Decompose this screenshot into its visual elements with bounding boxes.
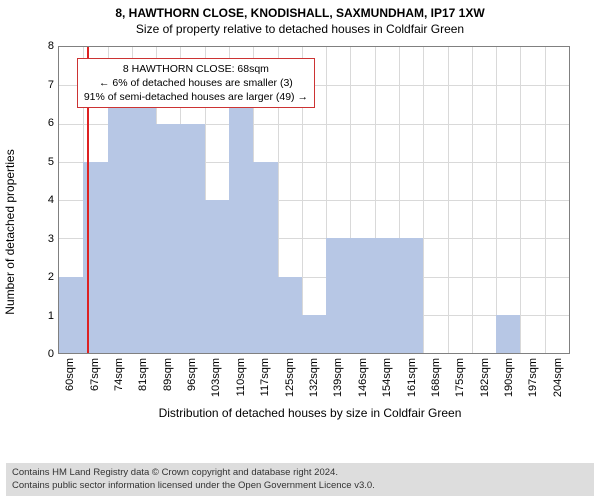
chart: Number of detached properties 8 HAWTHORN…: [40, 46, 580, 418]
title-block: 8, HAWTHORN CLOSE, KNODISHALL, SAXMUNDHA…: [0, 0, 600, 36]
y-tick: 3: [42, 233, 54, 245]
footer-line2: Contains public sector information licen…: [12, 480, 588, 492]
plot-area: 8 HAWTHORN CLOSE: 68sqm ← 6% of detached…: [58, 46, 570, 354]
bar: [399, 238, 423, 353]
bar: [253, 162, 277, 353]
bar: [302, 315, 326, 353]
x-tick: 132sqm: [308, 358, 320, 397]
bar: [326, 238, 350, 353]
y-tick: 2: [42, 271, 54, 283]
property-infobox: 8 HAWTHORN CLOSE: 68sqm ← 6% of detached…: [77, 58, 315, 109]
x-tick: 74sqm: [113, 358, 125, 391]
bar: [375, 238, 399, 353]
infobox-line3: 91% of semi-detached houses are larger (…: [84, 90, 308, 104]
bar: [205, 200, 229, 353]
y-tick: 7: [42, 79, 54, 91]
footer-line1: Contains HM Land Registry data © Crown c…: [12, 467, 588, 479]
page-title-1: 8, HAWTHORN CLOSE, KNODISHALL, SAXMUNDHA…: [0, 6, 600, 20]
x-tick: 168sqm: [430, 358, 442, 397]
y-tick: 6: [42, 117, 54, 129]
x-tick: 139sqm: [332, 358, 344, 397]
y-tick: 5: [42, 156, 54, 168]
x-tick: 197sqm: [527, 358, 539, 397]
y-tick: 4: [42, 194, 54, 206]
x-tick: 60sqm: [64, 358, 76, 391]
page-title-2: Size of property relative to detached ho…: [0, 22, 600, 36]
bar: [180, 124, 204, 354]
x-tick: 146sqm: [357, 358, 369, 397]
bar: [156, 124, 180, 354]
bar: [229, 85, 253, 353]
x-tick: 125sqm: [284, 358, 296, 397]
attribution-footer: Contains HM Land Registry data © Crown c…: [6, 463, 594, 496]
infobox-line2: ← 6% of detached houses are smaller (3): [84, 76, 308, 90]
x-tick: 117sqm: [259, 358, 271, 396]
x-tick: 182sqm: [479, 358, 491, 397]
x-tick: 204sqm: [552, 358, 564, 397]
bar: [108, 85, 132, 353]
x-tick: 110sqm: [235, 358, 247, 396]
x-tick: 96sqm: [186, 358, 198, 391]
x-tick: 175sqm: [454, 358, 466, 397]
y-tick: 0: [42, 348, 54, 360]
bar: [350, 238, 374, 353]
bar: [132, 85, 156, 353]
x-tick: 154sqm: [381, 358, 393, 397]
bar: [278, 277, 302, 354]
x-axis-label: Distribution of detached houses by size …: [40, 406, 580, 420]
y-axis-label: Number of detached properties: [3, 149, 17, 314]
x-tick: 89sqm: [162, 358, 174, 391]
y-tick: 8: [42, 40, 54, 52]
x-tick: 67sqm: [89, 358, 101, 391]
y-tick: 1: [42, 310, 54, 322]
x-tick: 81sqm: [137, 358, 149, 391]
bar: [59, 277, 83, 354]
x-tick: 161sqm: [406, 358, 418, 397]
infobox-line1: 8 HAWTHORN CLOSE: 68sqm: [84, 62, 308, 76]
bar: [496, 315, 520, 353]
x-tick: 103sqm: [210, 358, 222, 397]
x-tick: 190sqm: [503, 358, 515, 397]
